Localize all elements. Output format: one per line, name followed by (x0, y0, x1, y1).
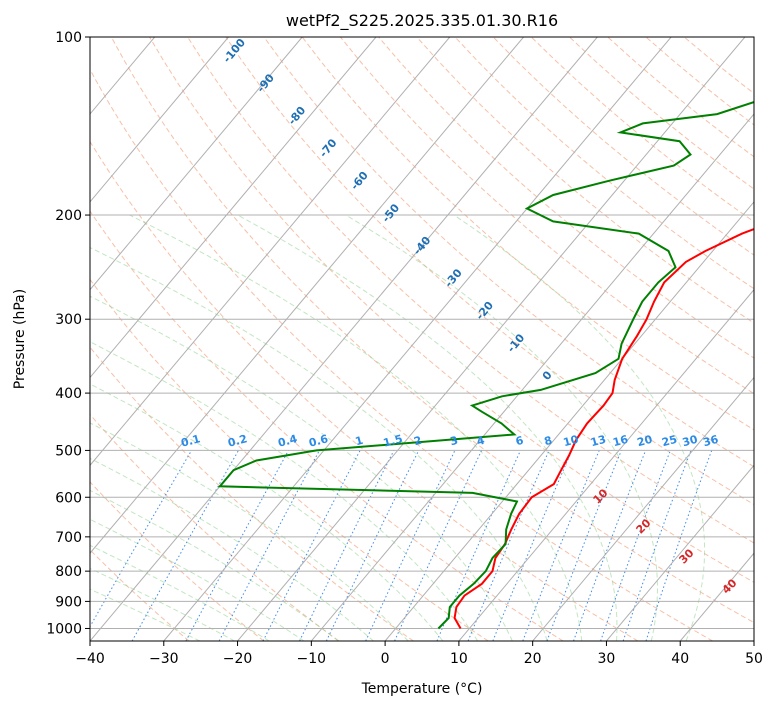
mixing-ratio-label: 1 (354, 434, 365, 449)
mixing-ratio-line (522, 450, 600, 641)
mixing-ratio-line (546, 450, 622, 641)
isotherm-line (90, 37, 451, 467)
mixing-ratio-line (573, 450, 647, 641)
mixing-ratio-label: 36 (702, 433, 720, 450)
isotherm-line (90, 37, 229, 203)
moist-adiabat-line (90, 247, 548, 641)
dry-adiabat-line (90, 481, 265, 641)
x-tick-label: 30 (598, 651, 616, 667)
x-tick-label: −40 (75, 651, 105, 667)
x-tick-label: 0 (381, 651, 390, 667)
moist-adiabat-line (90, 489, 340, 641)
x-tick-label: −30 (149, 651, 179, 667)
temperature-profile-line (453, 227, 754, 629)
isotherm-line (90, 37, 377, 379)
moist-adiabat-line (90, 544, 270, 641)
dry-adiabat-line (149, 37, 754, 583)
y-tick-label: 800 (55, 564, 82, 580)
dry-adiabat-line (225, 37, 754, 506)
mixing-ratio-line (262, 450, 361, 641)
moist-adiabat-line (90, 383, 444, 641)
isotherm-line (310, 113, 754, 641)
mixing-ratio-label: 25 (660, 433, 678, 450)
dry-adiabat-line (263, 37, 754, 468)
dry-adiabat-line (90, 140, 639, 641)
axes: −40 −30 −20 −10 0 10 20 30 40 5010020030040050060… (46, 30, 763, 667)
moist-adiabat-line (90, 567, 235, 641)
isotherm-line (532, 376, 754, 641)
y-tick-label: 500 (55, 443, 82, 459)
x-tick-label: −20 (223, 651, 253, 667)
mixing-ratio-label: 0.4 (277, 432, 300, 450)
dry-adiabat-line (187, 37, 754, 544)
isotherm-line (384, 201, 754, 641)
x-tick-label: 20 (524, 651, 542, 667)
y-tick-label: 600 (55, 490, 82, 506)
dry-adiabat-line (90, 278, 489, 641)
mixing-ratio-label: 20 (636, 433, 654, 450)
moist-adiabat-line (90, 295, 513, 641)
mixing-ratio-line (394, 450, 483, 641)
mixing-ratio-label: 30 (681, 433, 699, 450)
mixing-ratio-label: 16 (611, 433, 629, 450)
chart-title: wetPf2_S225.2025.335.01.30.R16 (286, 11, 558, 31)
x-tick-label: −10 (297, 651, 327, 667)
mixing-ratio-label: 0.2 (226, 432, 248, 450)
mixing-ratio-line (622, 450, 692, 641)
y-tick-label: 100 (55, 30, 82, 46)
dry-adiabat-line (90, 68, 713, 641)
isotherm-line (90, 37, 524, 554)
moist-adiabat-line (453, 214, 706, 641)
y-tick-label: 900 (55, 594, 82, 610)
dry-adiabat-line (110, 37, 754, 624)
dry-adiabat-line (90, 210, 564, 641)
x-tick-label: 10 (450, 651, 468, 667)
mixing-ratio-label: 13 (589, 433, 607, 450)
mixing-ratio-line (185, 450, 289, 641)
background-lines (90, 37, 754, 641)
mixing-ratio-line (645, 450, 713, 641)
dry-adiabat-line (378, 37, 754, 359)
isotherm-line (458, 288, 754, 641)
y-tick-label: 300 (55, 312, 82, 328)
mixing-ratio-label: 0.6 (307, 432, 330, 450)
mixing-ratio-label: 6 (514, 434, 525, 449)
mixing-ratio-line (600, 450, 671, 641)
mixing-ratio-label: 1.5 (382, 432, 404, 450)
mixing-ratio-label: 2 (412, 434, 423, 449)
y-tick-label: 700 (55, 530, 82, 546)
x-tick-label: 50 (745, 651, 763, 667)
moist-adiabat-line (237, 214, 618, 641)
dry-adiabat-line (340, 37, 754, 395)
dewpoint-profile-line (217, 101, 754, 630)
mixing-ratio-label: 8 (543, 434, 554, 449)
mixing-ratio-label: 0.1 (180, 432, 202, 450)
y-tick-label: 400 (55, 386, 82, 402)
x-tick-label: 40 (671, 651, 689, 667)
plot-frame (89, 36, 755, 642)
profile-lines (217, 101, 754, 630)
moist-adiabat-line (90, 457, 374, 641)
y-tick-label: 1000 (46, 621, 82, 637)
mixing-ratio-label: 10 (562, 433, 580, 450)
mixing-ratio-line (467, 450, 550, 641)
dry-adiabat-line (90, 413, 339, 641)
isotherm-line (163, 37, 672, 641)
mixing-ratio-line (436, 450, 521, 641)
mixing-ratio-label: 4 (475, 434, 486, 449)
mixing-ratio-line (299, 450, 395, 641)
mixing-ratio-label: 3 (449, 434, 460, 449)
moist-adiabat-line (129, 214, 583, 641)
isotherm-line (606, 464, 754, 641)
y-axis-label: Pressure (hPa) (12, 289, 28, 389)
isotherm-line (90, 37, 598, 641)
y-tick-label: 200 (55, 208, 82, 224)
inline-labels: 0.1 0.2 0.4 0.6 1 1.5 2 3 4 6 8 10 13 16 20 25 30 36-100-… (180, 36, 740, 597)
isotherm-line (90, 37, 303, 291)
x-axis-label: Temperature (°C) (361, 681, 483, 697)
